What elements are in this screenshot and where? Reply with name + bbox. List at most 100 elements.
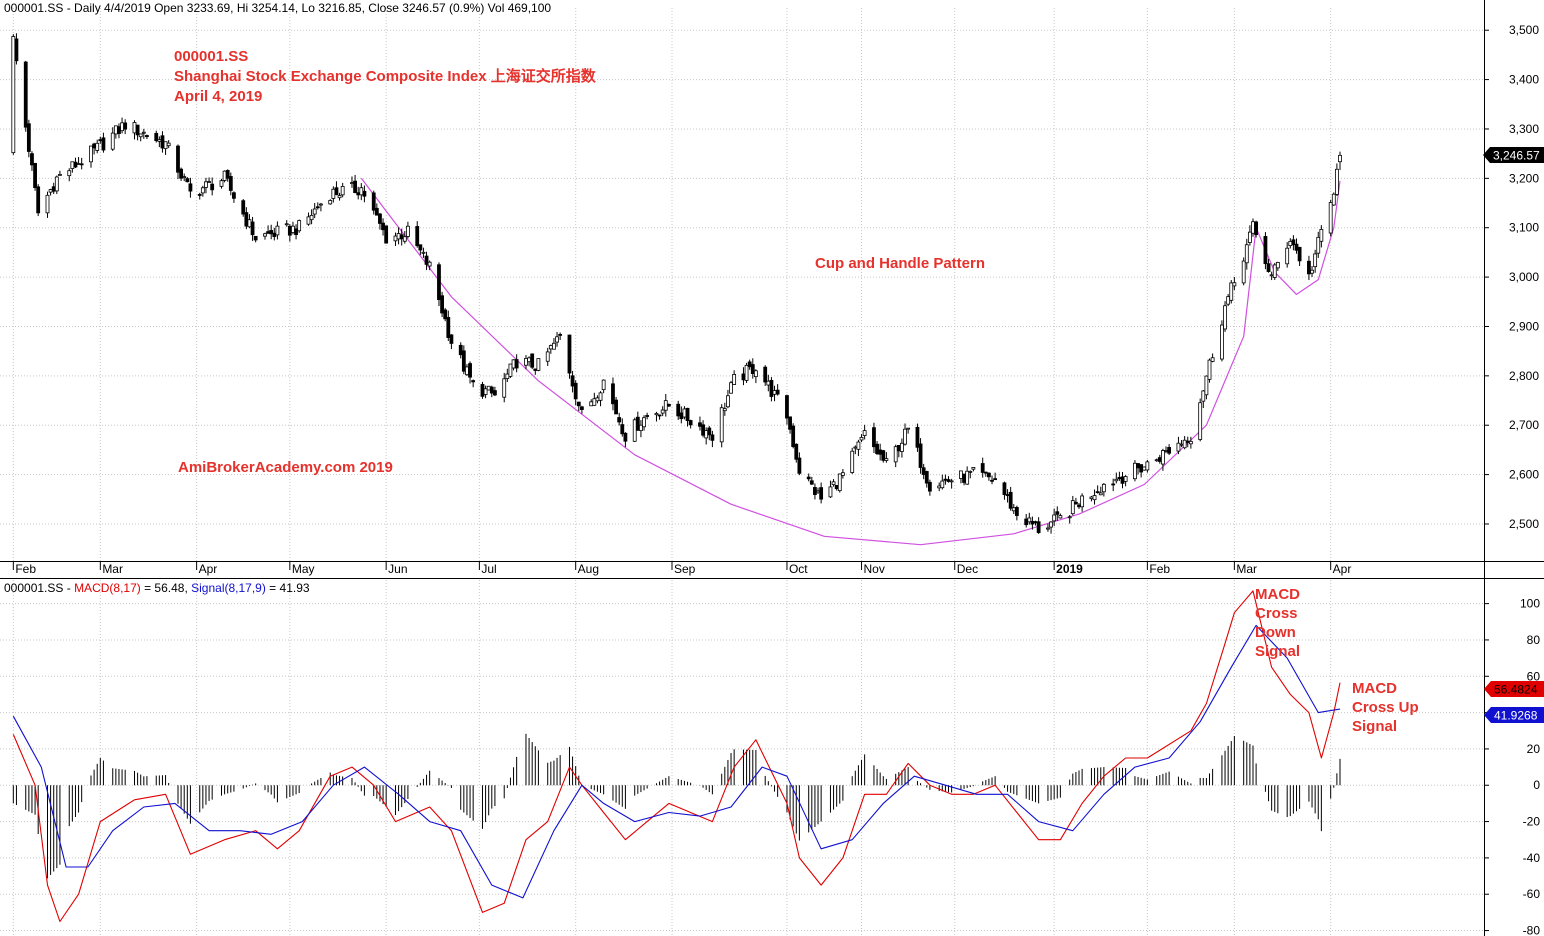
candle-body (312, 208, 317, 215)
candle-body (741, 373, 746, 381)
candle-body (340, 186, 345, 196)
candle-body (179, 168, 183, 179)
candle-body (704, 430, 709, 439)
candle-body (642, 417, 646, 428)
candle-body (123, 122, 128, 130)
candle-body (937, 485, 942, 489)
candle-body (918, 443, 923, 468)
candle-body (1167, 447, 1172, 454)
candle-body (1176, 442, 1181, 452)
candle-body (1247, 231, 1252, 243)
candle-body (1188, 440, 1193, 445)
candle-body (1002, 482, 1007, 495)
candle-body (188, 183, 193, 192)
macd-y-tick-label: -40 (1523, 851, 1541, 865)
candle-body (1297, 246, 1302, 262)
candle-body (427, 261, 432, 267)
candle-body (744, 364, 749, 381)
candle-body (1232, 282, 1237, 287)
candle-body (722, 408, 727, 412)
candle-body (396, 233, 401, 240)
candle-body (875, 443, 879, 454)
candle-body (458, 344, 463, 356)
candle-body (915, 426, 920, 448)
candle-body (990, 479, 994, 482)
candle-body (253, 235, 258, 241)
candle-body (893, 446, 898, 463)
candle-body (135, 124, 140, 136)
macd-y-tick-label: -60 (1523, 887, 1541, 901)
price-x-tick-label: Feb (1149, 562, 1170, 576)
candle-body (548, 345, 553, 350)
candle-body (719, 407, 724, 443)
candle-body (30, 153, 34, 166)
candle-body (14, 38, 19, 62)
candle-body (732, 374, 737, 385)
candle-body (166, 142, 171, 147)
candle-body (816, 490, 820, 493)
candle-body (623, 432, 628, 442)
macd-y-tick-label: 0 (1533, 778, 1540, 792)
candle-body (620, 424, 625, 435)
candle-body (962, 473, 966, 483)
candle-body (766, 380, 771, 386)
candle-body (1310, 269, 1314, 274)
candle-body (1092, 495, 1097, 501)
candle-body (374, 207, 379, 216)
last-price-tag-label: 3,246.57 (1493, 149, 1540, 163)
candle-body (353, 180, 357, 194)
candle-body (1313, 253, 1318, 268)
candle-body (1244, 244, 1249, 264)
candle-body (461, 350, 466, 372)
candle-body (89, 145, 93, 163)
candle-body (555, 336, 559, 343)
candlestick-series (11, 33, 1342, 534)
macd-y-axis: 100806040200-20-40-60-80 (1485, 597, 1540, 936)
candle-body (287, 225, 292, 236)
candle-body (1161, 450, 1165, 465)
candle-body (924, 471, 929, 484)
candle-body (1266, 263, 1271, 272)
candle-body (862, 430, 867, 436)
candle-body (1058, 515, 1063, 519)
candle-body (297, 220, 302, 232)
candle-body (1185, 440, 1190, 443)
candle-body (1251, 221, 1255, 234)
candle-body (570, 375, 575, 387)
candle-body (1024, 518, 1029, 526)
candle-body (493, 390, 497, 396)
candle-body (834, 484, 839, 490)
candle-body (182, 176, 187, 179)
candle-body (1288, 241, 1293, 246)
candle-body (502, 378, 507, 398)
candle-body (319, 203, 323, 206)
candle-body (1157, 457, 1162, 462)
candle-body (1036, 521, 1041, 533)
candle-body (1014, 506, 1019, 516)
candle-body (881, 450, 886, 461)
candle-body (657, 414, 662, 417)
candle-body (965, 470, 970, 485)
candle-body (1207, 359, 1212, 380)
cup-handle-path (360, 177, 1341, 546)
candle-body (197, 194, 202, 196)
candle-body (645, 415, 650, 417)
candle-body (971, 467, 976, 470)
candle-body (614, 399, 618, 415)
candle-body (58, 174, 62, 176)
candle-body (371, 192, 376, 211)
candle-body (983, 471, 988, 474)
price-y-tick-label: 2,900 (1509, 319, 1539, 333)
price-x-tick-label: Apr (199, 562, 218, 576)
candle-body (837, 473, 842, 492)
macd-header-macd-value: = 56.48, (141, 581, 191, 595)
candle-body (1080, 495, 1085, 508)
candle-body (1089, 496, 1094, 500)
candle-body (1046, 527, 1050, 530)
candle-body (185, 178, 190, 183)
candle-body (1226, 296, 1231, 305)
candle-body (639, 424, 643, 431)
candle-body (536, 358, 541, 371)
candle-body (1142, 466, 1147, 471)
candle-body (157, 139, 162, 142)
